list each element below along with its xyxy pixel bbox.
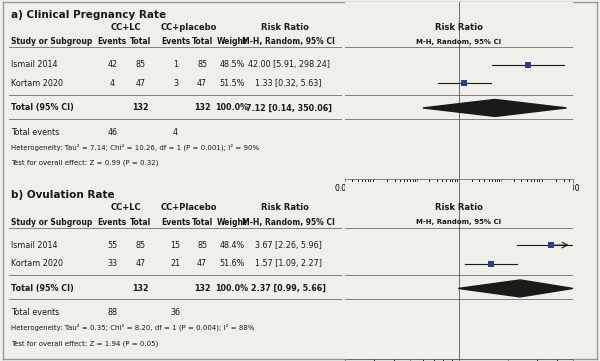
Text: 48.5%: 48.5% — [220, 60, 245, 69]
Text: 47: 47 — [136, 79, 146, 88]
Text: Total events: Total events — [11, 128, 59, 137]
Text: 51.6%: 51.6% — [220, 259, 245, 268]
Text: Kortam 2020: Kortam 2020 — [11, 259, 62, 268]
Text: M-H, Random, 95% CI: M-H, Random, 95% CI — [416, 39, 502, 45]
Text: 88: 88 — [107, 308, 117, 317]
Text: Ismail 2014: Ismail 2014 — [11, 240, 57, 249]
Text: CC+placebo: CC+placebo — [161, 23, 217, 32]
Text: Total: Total — [130, 37, 151, 46]
Text: CC+LC: CC+LC — [111, 204, 142, 213]
Text: Total (95% CI): Total (95% CI) — [11, 284, 74, 293]
Text: 3.67 [2.26, 5.96]: 3.67 [2.26, 5.96] — [255, 240, 322, 249]
Text: Ismail 2014: Ismail 2014 — [11, 60, 57, 69]
Text: Kortam 2020: Kortam 2020 — [11, 79, 62, 88]
Text: Events: Events — [161, 37, 190, 46]
Text: 36: 36 — [170, 308, 181, 317]
Text: Events: Events — [161, 218, 190, 227]
Text: Total: Total — [191, 218, 213, 227]
Text: 85: 85 — [197, 240, 207, 249]
Text: Weight: Weight — [217, 218, 247, 227]
Text: 100.0%: 100.0% — [215, 104, 248, 112]
Text: 3: 3 — [173, 79, 178, 88]
Text: 132: 132 — [194, 104, 211, 112]
Text: CC+LC: CC+LC — [111, 23, 142, 32]
Text: Risk Ratio: Risk Ratio — [435, 204, 483, 213]
Text: 132: 132 — [194, 284, 211, 293]
Text: 85: 85 — [136, 60, 146, 69]
Text: 100.0%: 100.0% — [215, 284, 248, 293]
Text: 42: 42 — [107, 60, 117, 69]
Text: Risk Ratio: Risk Ratio — [262, 23, 310, 32]
Text: 7.12 [0.14, 350.06]: 7.12 [0.14, 350.06] — [246, 104, 332, 112]
Text: Heterogeneity: Tau² = 0.35; Chi² = 8.20, df = 1 (P = 0.004); I² = 88%: Heterogeneity: Tau² = 0.35; Chi² = 8.20,… — [11, 324, 254, 331]
Text: a) Clinical Pregnancy Rate: a) Clinical Pregnancy Rate — [11, 10, 166, 20]
Text: 48.4%: 48.4% — [220, 240, 245, 249]
Text: 47: 47 — [197, 259, 207, 268]
Text: 42.00 [5.91, 298.24]: 42.00 [5.91, 298.24] — [248, 60, 330, 69]
Text: CC+Placebo: CC+Placebo — [459, 218, 506, 227]
Text: M-H, Random, 95% CI: M-H, Random, 95% CI — [416, 219, 502, 225]
Text: 85: 85 — [197, 60, 207, 69]
Text: 4: 4 — [173, 128, 178, 137]
Text: Study or Subgroup: Study or Subgroup — [11, 37, 92, 46]
Text: 47: 47 — [197, 79, 207, 88]
Text: 2.37 [0.99, 5.66]: 2.37 [0.99, 5.66] — [251, 284, 326, 293]
Text: 132: 132 — [132, 284, 149, 293]
Text: M-H, Random, 95% CI: M-H, Random, 95% CI — [242, 37, 335, 46]
Text: 51.5%: 51.5% — [220, 79, 245, 88]
Text: Study or Subgroup: Study or Subgroup — [11, 218, 92, 227]
Text: 46: 46 — [107, 128, 117, 137]
Text: 132: 132 — [132, 104, 149, 112]
Text: Risk Ratio: Risk Ratio — [262, 204, 310, 213]
Text: CC+LC: CC+LC — [433, 218, 459, 227]
Text: CC+Placebo: CC+Placebo — [161, 204, 217, 213]
Text: 21: 21 — [170, 259, 181, 268]
Text: Events: Events — [98, 218, 127, 227]
Text: 4: 4 — [110, 79, 115, 88]
Text: Weight: Weight — [217, 37, 247, 46]
Text: 1: 1 — [173, 60, 178, 69]
Text: 33: 33 — [107, 259, 117, 268]
Text: 15: 15 — [170, 240, 181, 249]
Polygon shape — [423, 99, 566, 117]
Text: Risk Ratio: Risk Ratio — [435, 23, 483, 32]
Text: M-H, Random, 95% CI: M-H, Random, 95% CI — [242, 218, 335, 227]
Text: b) Ovulation Rate: b) Ovulation Rate — [11, 190, 114, 200]
Text: 1.33 [0.32, 5.63]: 1.33 [0.32, 5.63] — [256, 79, 322, 88]
Text: 47: 47 — [136, 259, 146, 268]
Text: 1.57 [1.09, 2.27]: 1.57 [1.09, 2.27] — [255, 259, 322, 268]
Text: Total events: Total events — [11, 308, 59, 317]
Text: 55: 55 — [107, 240, 118, 249]
Text: Events: Events — [98, 37, 127, 46]
Text: Total (95% CI): Total (95% CI) — [11, 104, 74, 112]
Text: Total: Total — [130, 218, 151, 227]
Text: Test for overall effect: Z = 0.99 (P = 0.32): Test for overall effect: Z = 0.99 (P = 0… — [11, 160, 158, 166]
Text: Heterogeneity: Tau² = 7.14; Chi² = 10.26, df = 1 (P = 0.001); I² = 90%: Heterogeneity: Tau² = 7.14; Chi² = 10.26… — [11, 143, 259, 151]
Text: Total: Total — [191, 37, 213, 46]
Text: Test for overall effect: Z = 1.94 (P = 0.05): Test for overall effect: Z = 1.94 (P = 0… — [11, 340, 158, 347]
Text: 85: 85 — [136, 240, 146, 249]
Polygon shape — [458, 280, 573, 297]
